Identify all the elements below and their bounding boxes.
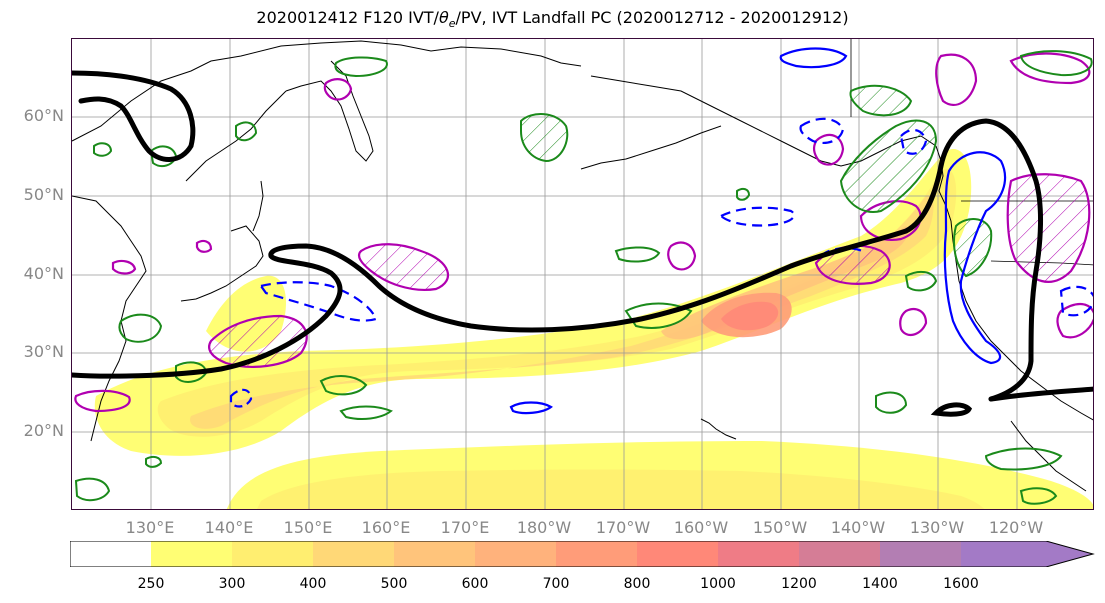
theta-neg-contour-9 [509,401,553,415]
lon-label-160w: 160°W [673,518,729,537]
theta-contour-17 [1019,487,1058,505]
theta-contour-1 [520,113,569,163]
coast-japan [180,225,264,302]
map-title: 2020012412 F120 IVT/θe/PV, IVT Landfall … [256,8,849,31]
theta-neg-contour-1 [779,47,848,69]
lat-label-40n: 40°N [23,264,64,283]
map-svg [72,39,1093,509]
lat-label-20n: 20°N [23,421,64,440]
theta-contour-7 [839,119,938,213]
theta-contour-4 [334,56,388,78]
colorbar-tick-1000: 1000 [700,576,736,592]
theta-contour-2 [235,121,258,142]
pv-contour-ak [812,133,845,166]
theta-neg-contour-4 [259,281,378,322]
coast-usa [950,220,1093,421]
theta-contour-10 [953,218,993,278]
pv-contour-se [1056,303,1093,339]
pv-contour-japan [208,314,308,368]
colorbar-tick-600: 600 [461,576,489,592]
lon-label-130e: 130°E [125,518,175,537]
lon-label-150w: 150°W [752,518,808,537]
lat-label-30n: 30°N [23,342,64,361]
coast-aleutians [580,125,722,170]
theta-contour-15 [875,391,908,414]
lat-label-60n: 60°N [23,106,64,125]
pv-contour-small-3 [111,259,137,275]
theta-neg-contour-3 [719,206,796,227]
colorbar-tick-500: 500 [380,576,408,592]
ivt-landfall-pc-contour [72,70,1093,417]
lon-label-180w: 180°W [516,518,572,537]
theta-contour-6 [624,302,693,329]
theta-neg-contour-6 [899,128,928,155]
colorbar-tick-250: 250 [137,576,165,592]
ivt-shading [94,149,1093,509]
colorbar-tick-300: 300 [218,576,246,592]
lon-label-170w: 170°W [595,518,651,537]
pv-contour-ne-2 [1006,173,1091,283]
map-panel [71,38,1094,510]
theta-contour-21 [904,270,938,292]
pv-contour-west [74,389,131,413]
pv-contour-wa [935,53,978,106]
pv-contour-ne [1009,52,1091,85]
pv-contour-northpac [357,243,449,291]
pc-contour-nw [72,70,196,162]
theta-e-positive-contours [74,50,1093,505]
colorbar-tick-800: 800 [623,576,651,592]
pv-contour-small-1 [667,241,697,271]
lon-label-140e: 140°E [204,518,254,537]
pv-contour-small-4 [195,239,213,253]
pv-contours [74,52,1093,413]
theta-contour-8 [849,84,913,117]
colorbar-tick-400: 400 [299,576,327,592]
coastlines [72,40,1093,492]
colorbar-tick-700: 700 [542,576,570,592]
theta-contour-22 [93,142,113,157]
pc-contour-main [72,118,1043,402]
theta-contour-5 [614,246,661,263]
theta-neg-contour-2 [943,151,1007,365]
theta-contour-19 [74,477,111,502]
lon-label-170e: 170°E [440,518,490,537]
ivt-band-400-south [257,469,985,509]
coast-okhotsk [185,90,287,182]
theta-contour-18 [145,455,163,468]
theta-neg-contour-7 [1059,285,1093,317]
lat-label-50n: 50°N [23,185,64,204]
coast-sakhalin [252,180,264,232]
coast-asia-north [72,40,582,142]
theta-contour-16 [984,447,1063,471]
colorbar [70,541,1095,567]
lon-label-160e: 160°E [361,518,411,537]
colorbar-tick-1600: 1600 [943,576,979,592]
theta-neg-contour-8 [229,388,253,408]
pc-contour-tail-east-2 [930,402,973,417]
theta-contour-9 [1019,50,1093,77]
lon-label-150e: 150°E [283,518,333,537]
lon-label-140w: 140°W [830,518,886,537]
coast-kamchatka [285,60,374,162]
theta-contour-11 [118,313,163,343]
ivt-band-800 [721,301,779,331]
lon-label-120w: 120°W [988,518,1044,537]
colorbar-tick-1400: 1400 [862,576,898,592]
theta-contour-13 [319,375,368,396]
lon-label-130w: 130°W [909,518,965,537]
pv-contour-nw [323,78,353,101]
colorbar-tick-1200: 1200 [781,576,817,592]
theta-contour-20 [736,187,751,201]
theta-contour-14 [339,405,393,420]
theta-neg-contour-5 [799,117,845,145]
pv-contour-small-2 [899,307,928,337]
coast-hawaii [700,418,737,440]
pc-contour-tail-east [988,386,1093,402]
ivt-band-300 [157,169,957,437]
